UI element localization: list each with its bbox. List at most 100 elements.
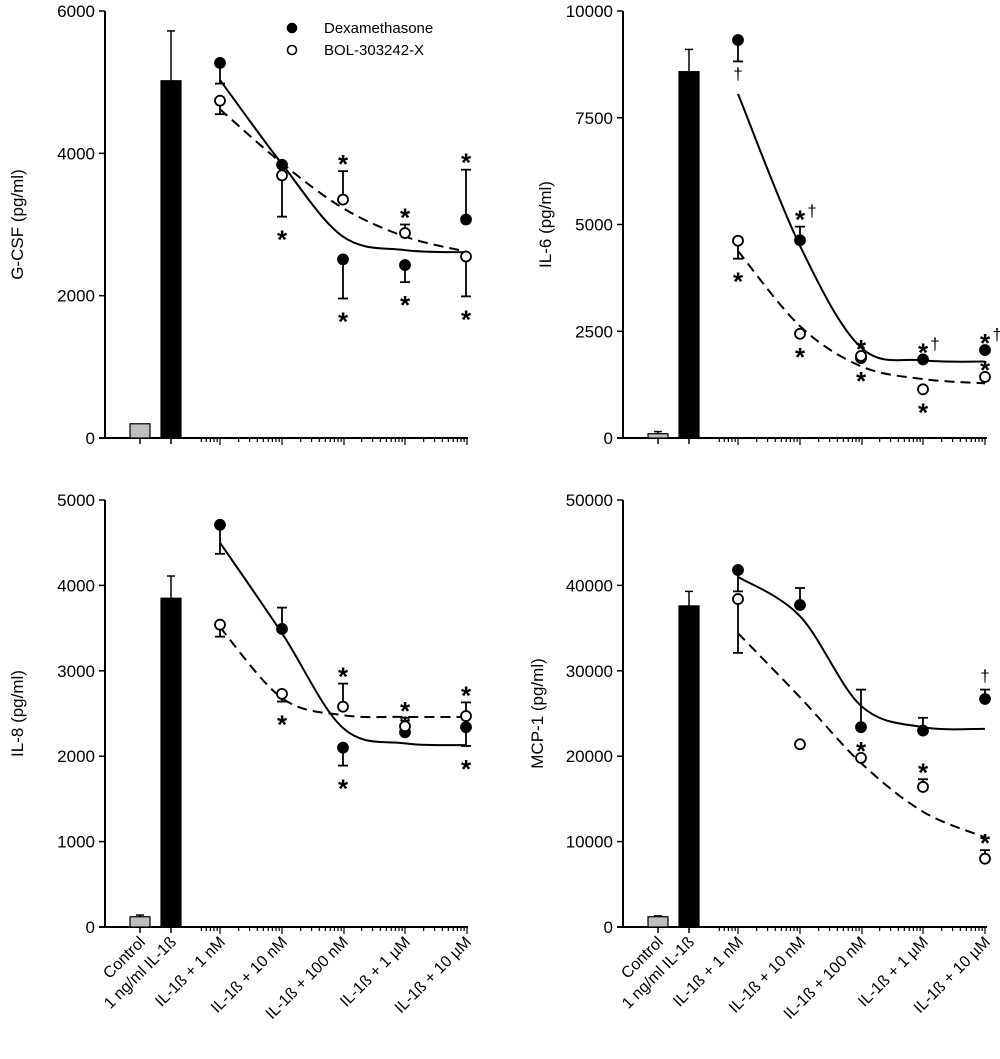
- data-point-bol: [276, 169, 288, 182]
- significance-asterisk: *: [338, 662, 349, 692]
- legend: Dexamethasone BOL-303242-X: [286, 20, 433, 59]
- bar-il1b: [160, 80, 182, 439]
- y-tick-label: 2000: [57, 287, 95, 306]
- y-tick-label: 30000: [566, 662, 613, 681]
- significance-asterisk: *: [400, 203, 411, 233]
- y-tick-label: 5000: [575, 216, 613, 235]
- significance-asterisk: *: [856, 334, 867, 364]
- bar-il1b: [160, 597, 182, 928]
- data-point-bol: [399, 720, 411, 733]
- significance-asterisk: *: [795, 205, 806, 235]
- y-tick-label: 0: [86, 429, 95, 448]
- significance-dagger: †: [807, 202, 816, 221]
- y-tick-label: 3000: [57, 662, 95, 681]
- y-axis-title: IL-6 (pg/ml): [536, 181, 555, 268]
- fit-curve-bol: [219, 108, 467, 253]
- data-point-dexamethasone: [337, 253, 349, 266]
- data-point-bol: [460, 250, 472, 263]
- data-point-dexamethasone: [794, 234, 806, 247]
- bar-control: [647, 433, 669, 439]
- bar-control: [647, 916, 669, 928]
- bar-control: [129, 916, 151, 928]
- panel-top-left: 0 2000 4000 6000 G-CSF (pg/ml) * * * * * * * Dexamet…: [8, 2, 472, 448]
- data-point-bol: [337, 193, 349, 206]
- significance-dagger: †: [733, 64, 742, 83]
- panel-bottom-right: 0 10000 20000 30000 40000 50000 MCP-1 (pg/ml) †…: [528, 491, 994, 1023]
- y-tick-label: 50000: [566, 491, 613, 510]
- y-tick-label: 40000: [566, 576, 613, 595]
- data-point-dexamethasone: [460, 721, 472, 734]
- significance-asterisk: *: [461, 148, 472, 178]
- data-point-bol: [794, 738, 806, 751]
- significance-asterisk: *: [461, 754, 472, 784]
- significance-dagger: †: [930, 334, 939, 353]
- y-tick-label: 0: [604, 429, 613, 448]
- data-point-dexamethasone: [399, 259, 411, 271]
- significance-asterisk: *: [461, 680, 472, 710]
- data-point-dexamethasone: [732, 564, 744, 576]
- legend-label: Dexamethasone: [324, 20, 433, 37]
- fit-curve-bol: [219, 626, 467, 719]
- y-tick-label: 20000: [566, 747, 613, 766]
- data-point-bol: [460, 710, 472, 722]
- data-point-dexamethasone: [794, 599, 806, 611]
- data-point-dexamethasone: [276, 623, 288, 635]
- data-point-dexamethasone: [917, 353, 929, 366]
- data-point-dexamethasone: [917, 724, 929, 737]
- data-point-dexamethasone: [214, 57, 226, 69]
- data-point-dexamethasone: [979, 693, 991, 705]
- y-tick-label: 0: [86, 918, 95, 937]
- significance-asterisk: *: [980, 828, 991, 858]
- data-point-dexamethasone: [460, 213, 472, 226]
- y-tick-label: 5000: [57, 491, 95, 510]
- y-axis-title: G-CSF (pg/ml): [8, 169, 27, 280]
- y-tick-label: 0: [604, 918, 613, 937]
- significance-dagger: †: [980, 667, 989, 686]
- significance-asterisk: *: [277, 225, 288, 255]
- significance-asterisk: *: [400, 290, 411, 320]
- y-axis-title: IL-8 (pg/ml): [8, 670, 27, 757]
- data-point-dexamethasone: [214, 518, 226, 531]
- data-point-bol: [855, 350, 867, 362]
- significance-asterisk: *: [338, 307, 349, 337]
- significance-asterisk: *: [461, 304, 472, 334]
- y-tick-label: 10000: [566, 2, 613, 21]
- data-point-dexamethasone: [732, 34, 744, 46]
- significance-asterisk: *: [980, 328, 991, 358]
- fit-curve-bol: [737, 250, 986, 385]
- y-tick-label: 7500: [575, 109, 613, 128]
- significance-asterisk: *: [338, 149, 349, 179]
- significance-asterisk: *: [277, 710, 288, 740]
- data-point-bol: [855, 752, 867, 764]
- bar-il1b: [678, 71, 700, 439]
- data-point-dexamethasone: [337, 741, 349, 754]
- y-tick-label: 6000: [57, 2, 95, 21]
- significance-asterisk: *: [918, 397, 929, 427]
- fit-curve-dex: [219, 542, 467, 747]
- y-tick-label: 2500: [575, 322, 613, 341]
- data-point-bol: [337, 700, 349, 713]
- legend-marker-dexamethasone: [286, 22, 298, 34]
- data-point-dexamethasone: [979, 344, 991, 356]
- significance-asterisk: *: [400, 696, 411, 726]
- y-tick-label: 2000: [57, 747, 95, 766]
- data-point-bol: [917, 383, 929, 396]
- significance-asterisk: *: [733, 267, 744, 297]
- data-point-bol: [794, 327, 806, 340]
- significance-asterisk: *: [856, 736, 867, 766]
- fit-curve-dex: [737, 93, 986, 363]
- data-point-bol: [979, 371, 991, 383]
- data-point-bol: [276, 687, 288, 700]
- significance-asterisk: *: [338, 774, 349, 804]
- y-tick-label: 10000: [566, 833, 613, 852]
- y-axis-title: MCP-1 (pg/ml): [528, 658, 547, 769]
- data-point-bol: [732, 593, 744, 605]
- data-point-dexamethasone: [276, 158, 288, 171]
- legend-label: BOL-303242-X: [324, 42, 424, 59]
- bar-il1b: [678, 605, 700, 928]
- significance-asterisk: *: [918, 757, 929, 787]
- data-point-bol: [917, 781, 929, 793]
